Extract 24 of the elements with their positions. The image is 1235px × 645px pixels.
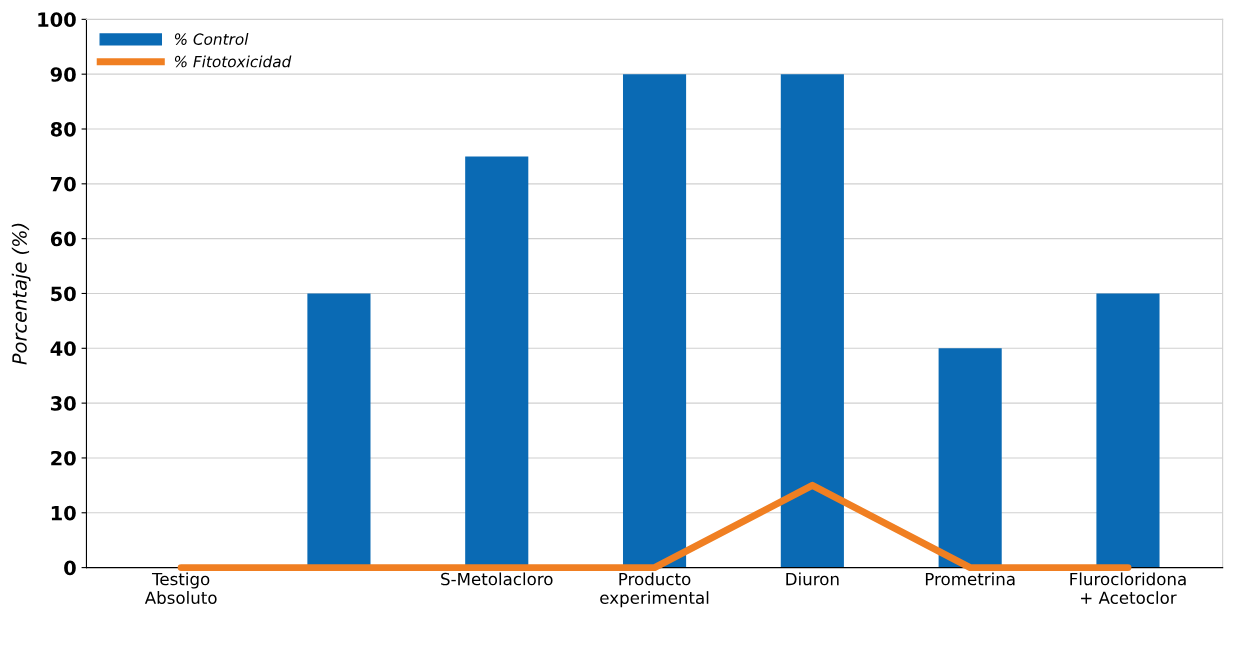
- x-tick-label: Diuron: [786, 572, 839, 586]
- y-tick-label: 20: [51, 450, 76, 466]
- legend-label: % Control: [174, 33, 249, 45]
- x-tick-label: Flurocloridona + Acetoclor: [1070, 572, 1186, 605]
- x-tick-label: Producto experimental: [600, 572, 709, 608]
- y-tick-label: 100: [38, 12, 76, 28]
- x-tick-label: Prometrina: [925, 572, 1015, 586]
- y-tick-label: 40: [50, 341, 76, 356]
- x-tick-label: S-Metolacloro: [441, 572, 553, 586]
- bar: [938, 348, 1002, 568]
- bar: [1096, 293, 1160, 568]
- legend-label: % Fitotoxicidad: [174, 55, 292, 68]
- y-tick-label: 30: [50, 396, 76, 411]
- y-tick-label: 0: [64, 560, 76, 576]
- y-axis-title: Porcentaje (%): [11, 223, 31, 365]
- x-tick-label: Testigo Absoluto: [144, 572, 217, 605]
- y-tick-label: 90: [50, 67, 76, 82]
- y-tick-label: 70: [50, 176, 76, 192]
- y-tick-label: 50: [51, 286, 76, 302]
- y-tick-label: 60: [50, 231, 76, 247]
- bar: [780, 74, 844, 568]
- y-tick-label: 10: [51, 505, 76, 521]
- y-tick-label: 80: [50, 121, 76, 137]
- bar: [622, 74, 687, 568]
